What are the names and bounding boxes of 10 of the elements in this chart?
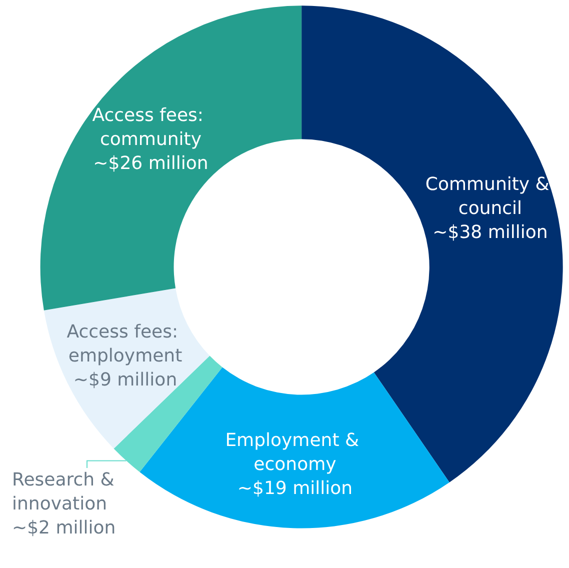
- data-label: ~$19 million: [237, 478, 353, 499]
- slice-label: Employment & economy: [225, 430, 365, 475]
- data-label: ~$9 million: [73, 370, 178, 391]
- data-label: ~$2 million: [12, 518, 116, 538]
- slice-label: Community & council: [425, 174, 556, 219]
- slice-label: Access fees: employment: [66, 322, 184, 367]
- data-label: ~$38 million: [432, 222, 548, 243]
- data-label: ~$26 million: [93, 152, 208, 174]
- slice-label: Research & innovation: [12, 470, 120, 514]
- slice-label: Access fees: community: [92, 104, 210, 150]
